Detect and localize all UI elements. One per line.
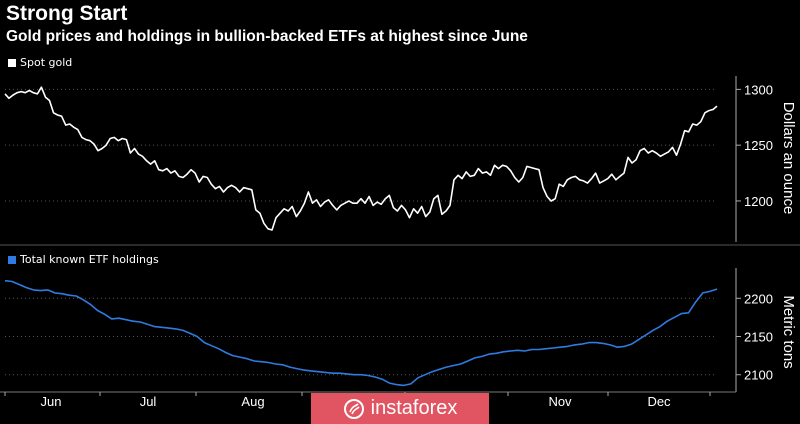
legend-swatch-etf-holdings [8,255,16,264]
legend-etf-holdings: Total known ETF holdings [8,253,159,266]
x-tick-label: Nov [548,394,572,409]
watermark-banner: instaforex [311,393,489,424]
series-line [4,279,718,387]
x-tick-label: Aug [241,394,264,409]
y-tick-label: 1300 [744,82,773,97]
x-tick-label: Jul [140,394,157,409]
legend-label-spot-gold: Spot gold [20,56,73,69]
y-tick-label: 1200 [744,194,773,209]
x-tick-label: Jun [41,394,62,409]
x-tick-label: Dec [647,394,671,409]
y-tick-label: 2100 [744,368,773,383]
series-line [4,86,718,231]
legend-spot-gold: Spot gold [8,56,72,69]
y-axis-label: Dollars an ounce [780,102,797,215]
y-tick-label: 1250 [744,138,773,153]
chart-title: Strong Start [6,2,128,25]
y-tick-label: 2200 [744,291,773,306]
y-axis-label: Metric tons [780,295,797,368]
watermark-text: instaforex [370,397,458,419]
legend-label-etf-holdings: Total known ETF holdings [20,253,159,266]
y-tick-label: 2150 [744,329,773,344]
chart-subtitle: Gold prices and holdings in bullion-back… [6,28,528,45]
instaforex-logo-icon [343,398,364,419]
legend-swatch-spot-gold [8,58,16,67]
